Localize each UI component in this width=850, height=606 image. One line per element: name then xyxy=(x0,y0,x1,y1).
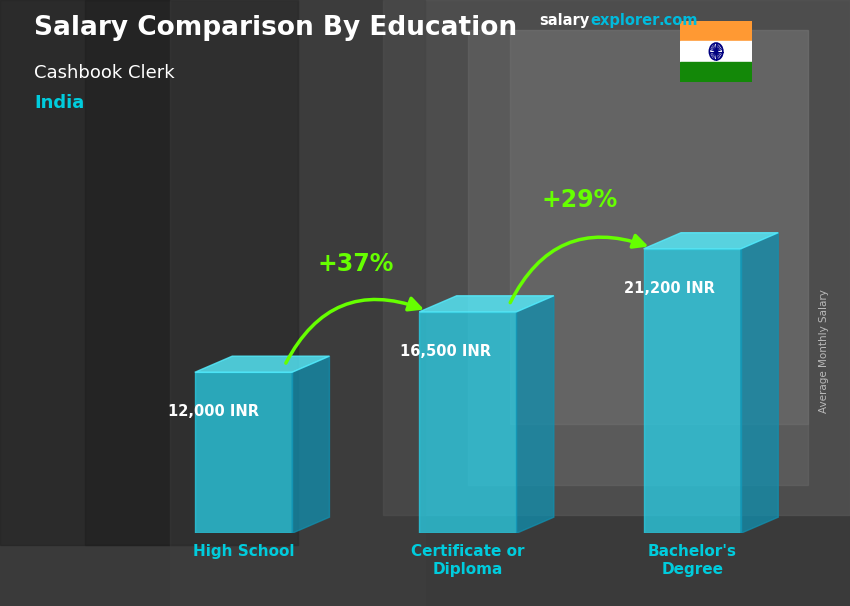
Text: 21,200 INR: 21,200 INR xyxy=(625,281,715,296)
Polygon shape xyxy=(292,356,330,533)
Text: India: India xyxy=(34,94,84,112)
Bar xyxy=(680,21,752,41)
Text: +37%: +37% xyxy=(317,251,394,276)
Circle shape xyxy=(715,50,717,53)
Bar xyxy=(468,30,808,485)
Bar xyxy=(680,62,752,82)
Bar xyxy=(382,0,850,515)
Bar xyxy=(510,30,808,424)
Polygon shape xyxy=(195,356,330,372)
Bar xyxy=(643,249,741,533)
Text: Average Monthly Salary: Average Monthly Salary xyxy=(819,290,829,413)
Bar xyxy=(85,0,298,545)
Polygon shape xyxy=(419,296,554,312)
Text: Cashbook Clerk: Cashbook Clerk xyxy=(34,64,174,82)
Bar xyxy=(419,312,517,533)
Text: .com: .com xyxy=(659,13,698,28)
Bar xyxy=(680,41,752,62)
Text: Salary Comparison By Education: Salary Comparison By Education xyxy=(34,15,517,41)
Text: 16,500 INR: 16,500 INR xyxy=(400,344,491,359)
Polygon shape xyxy=(643,233,779,249)
FancyArrowPatch shape xyxy=(286,298,421,363)
Bar xyxy=(0,0,298,545)
Text: explorer: explorer xyxy=(591,13,660,28)
FancyArrowPatch shape xyxy=(510,236,645,302)
Polygon shape xyxy=(741,233,779,533)
Polygon shape xyxy=(517,296,554,533)
Text: +29%: +29% xyxy=(542,188,618,213)
Bar xyxy=(195,372,292,533)
Text: salary: salary xyxy=(540,13,590,28)
Text: 12,000 INR: 12,000 INR xyxy=(168,404,259,419)
Bar xyxy=(170,0,425,606)
